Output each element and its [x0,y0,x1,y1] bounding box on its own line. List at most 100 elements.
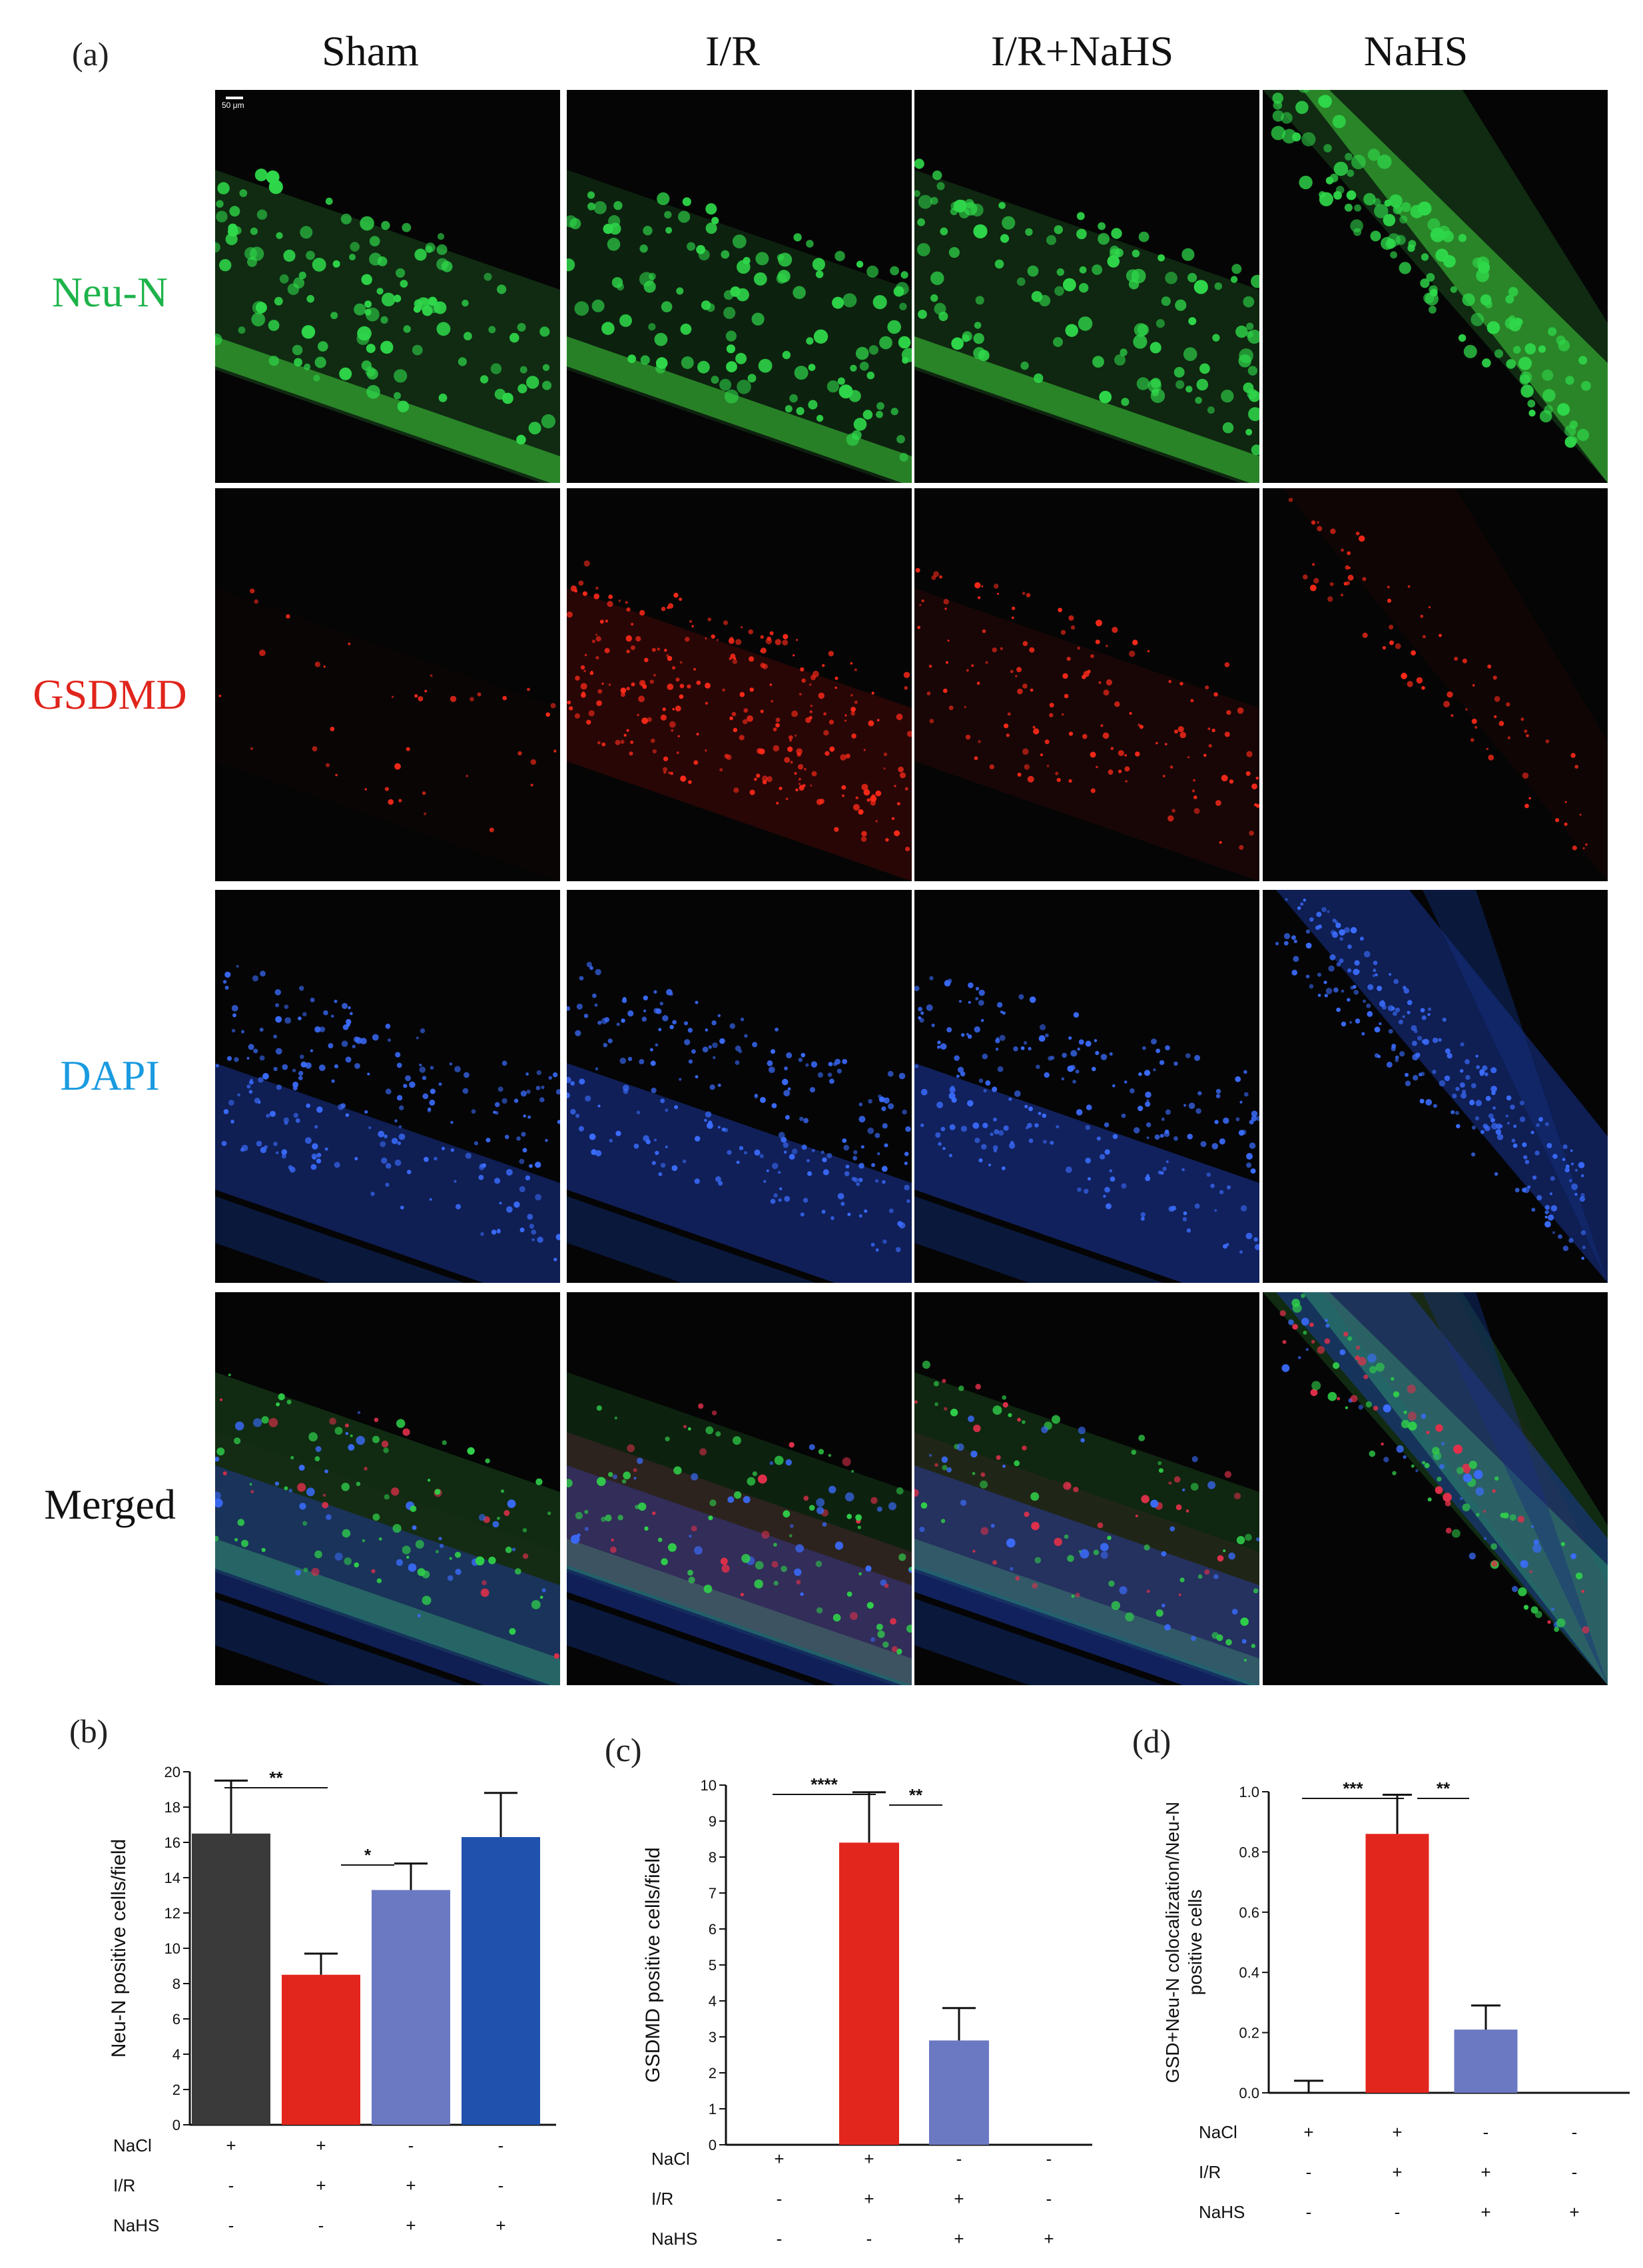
y-tick-label: 10 [701,1777,717,1794]
condition-mark: - [1572,2162,1578,2182]
row-label-dapi: DAPI [60,1052,160,1099]
y-tick-label: 1 [709,2101,717,2117]
chart-neun-positive: 0 2 4 6 8 10 12 14 16 18 20 Neu-N positive cells/fi… [100,1764,566,2255]
condition-label: I/R [651,2189,673,2209]
condition-mark: - [1395,2202,1401,2222]
y-tick-label: 0.2 [1239,2025,1259,2042]
significance-label: ** [909,1785,923,1805]
significance-label: ** [1437,1778,1451,1798]
condition-label: NaCl [113,2135,152,2155]
condition-mark: - [228,2215,234,2235]
micrograph-dapi-sham [215,890,560,1283]
condition-mark: + [774,2149,784,2169]
panel-a-letter: (a) [72,35,109,73]
y-axis-label: positive cells [1185,1890,1205,1996]
y-tick-label: 1.0 [1239,1784,1259,1800]
condition-label: NaHS [1199,2202,1245,2222]
condition-mark: - [777,2229,783,2249]
condition-mark: - [1483,2122,1489,2142]
row-label-merged: Merged [44,1481,176,1528]
chart-colocalization: 0.0 0.2 0.4 0.6 0.8 1.0 GSD+Neu-N colocalizati… [1159,1765,1638,2261]
micrograph-neun-ir [567,90,912,483]
y-tick-label: 3 [709,2029,717,2046]
condition-mark: + [954,2189,964,2209]
significance-label: ** [269,1768,283,1788]
condition-mark: + [316,2135,326,2155]
condition-label: NaHS [651,2229,697,2249]
y-axis-label: GSD+Neu-N colocalization/Neu-N [1162,1802,1183,2083]
condition-mark: - [1306,2202,1312,2222]
scale-bar-label: 50 μm [222,101,244,110]
y-tick-label: 6 [709,1921,717,1938]
condition-mark: - [318,2215,324,2235]
column-header-ir: I/R [705,27,760,75]
y-tick-label: 0.6 [1239,1904,1259,1921]
micrograph-merged-ir [567,1292,912,1685]
condition-label: I/R [113,2175,135,2195]
condition-label: NaHS [113,2215,159,2235]
condition-mark: - [956,2149,962,2169]
condition-mark: - [408,2135,414,2155]
significance-label: *** [1343,1778,1363,1798]
scale-bar: 50 μm [222,97,244,110]
significance-label: * [364,1845,372,1865]
bar [839,1842,899,2145]
micrograph-gsdmd-ir [567,488,912,881]
condition-mark: - [1046,2149,1052,2169]
y-tick-label: 0 [172,2117,180,2133]
condition-mark: - [1046,2189,1052,2209]
condition-label: NaCl [651,2149,690,2169]
scale-bar-line [226,97,243,99]
y-axis-label: Neu-N positive cells/field [108,1839,130,2058]
column-header-sham: Sham [322,27,419,75]
micrograph-gsdmd-sham [215,488,560,881]
bar [1365,1834,1429,2093]
condition-mark: + [1392,2162,1402,2182]
condition-mark: + [864,2189,874,2209]
condition-mark: + [406,2175,416,2195]
y-tick-label: 0.8 [1239,1844,1259,1860]
y-tick-label: 12 [164,1905,180,1922]
y-tick-label: 9 [709,1813,717,1830]
micrograph-neun-nahs [1263,90,1608,483]
y-tick-label: 8 [172,1976,180,1992]
micrograph-merged-sham [215,1292,560,1685]
y-tick-label: 0 [709,2137,717,2153]
panel-b-letter: (b) [69,1712,109,1750]
y-tick-label: 0.0 [1239,2085,1259,2101]
micrograph-gsdmd-ir-nahs [914,488,1259,881]
condition-mark: - [498,2135,504,2155]
condition-label: I/R [1199,2162,1221,2182]
y-tick-label: 5 [709,1957,717,1974]
y-tick-label: 18 [164,1799,180,1816]
panel-d-letter: (d) [1132,1722,1171,1760]
condition-mark: + [1480,2202,1490,2222]
y-axis-label: GSDMD positive cells/field [642,1847,664,2082]
micrograph-dapi-ir-nahs [914,890,1259,1283]
bar [192,1833,270,2125]
y-tick-label: 2 [709,2065,717,2081]
condition-label: NaCl [1199,2122,1237,2142]
y-tick-label: 6 [172,2011,180,2028]
condition-mark: - [498,2175,504,2195]
y-tick-label: 10 [164,1940,180,1957]
condition-mark: + [1392,2122,1402,2142]
micrograph-neun-sham: 50 μm [215,90,560,483]
y-tick-label: 7 [709,1885,717,1902]
condition-mark: + [316,2175,326,2195]
micrograph-merged-ir-nahs [914,1292,1259,1685]
condition-mark: + [1044,2229,1054,2249]
micrograph-merged-nahs [1263,1292,1608,1685]
condition-mark: - [228,2175,234,2195]
significance-label: **** [811,1774,838,1794]
bar [929,2040,989,2145]
condition-mark: - [1572,2122,1578,2142]
condition-mark: - [1306,2162,1312,2182]
y-tick-label: 2 [172,2081,180,2098]
column-header-nahs: NaHS [1363,27,1469,75]
condition-mark: + [1480,2162,1490,2182]
condition-mark: + [1303,2122,1313,2142]
micrograph-neun-ir-nahs [914,90,1259,483]
condition-mark: + [864,2149,874,2169]
bar [282,1974,360,2125]
